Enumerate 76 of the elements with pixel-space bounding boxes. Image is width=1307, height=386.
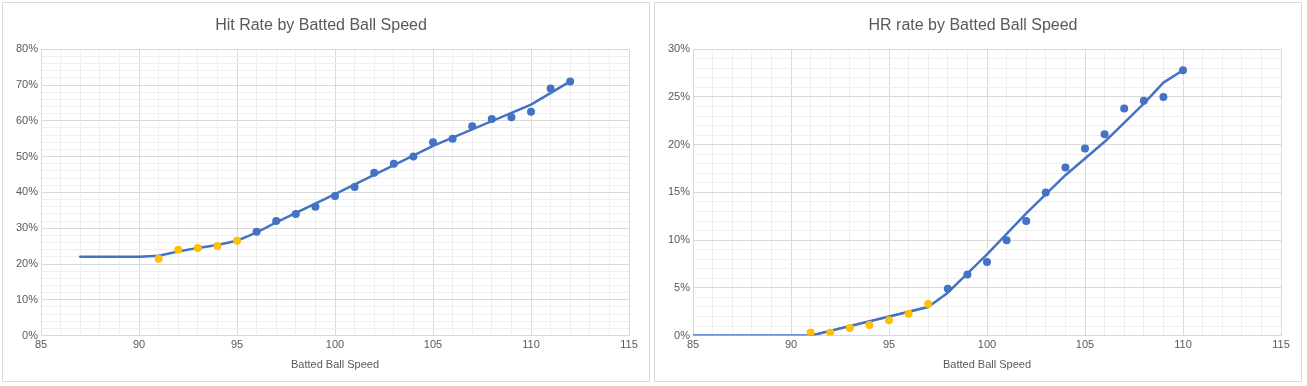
chart-title: Hit Rate by Batted Ball Speed (215, 16, 427, 34)
x-axis-title: Batted Ball Speed (942, 358, 1032, 371)
point (983, 258, 992, 267)
point (1061, 163, 1070, 172)
point (507, 113, 516, 122)
point (963, 270, 972, 279)
point (409, 152, 418, 161)
point (806, 328, 815, 336)
point (865, 321, 874, 330)
x-tick-label: 115 (1272, 338, 1290, 351)
y-tick-label: 5% (674, 280, 691, 293)
point (826, 328, 835, 336)
point (904, 309, 913, 318)
point (193, 243, 202, 252)
point (272, 217, 281, 226)
point (252, 227, 261, 236)
point (1041, 188, 1050, 197)
point (291, 209, 300, 218)
point (429, 138, 438, 147)
point (213, 242, 222, 251)
point (389, 159, 398, 168)
y-tick-label: 70% (15, 78, 39, 91)
y-tick-label: 0% (22, 328, 39, 341)
x-tick-label: 95 (230, 338, 244, 351)
point (154, 254, 163, 263)
point (1179, 66, 1187, 75)
y-tick-label: 10% (15, 292, 39, 305)
x-tick-label: 85 (686, 338, 700, 351)
x-tick-label: 115 (620, 338, 638, 351)
point (527, 107, 535, 116)
x-tick-label: 90 (132, 338, 146, 351)
y-tick-label: 20% (667, 137, 691, 150)
point (448, 134, 457, 143)
x-tick-label: 105 (423, 338, 443, 351)
chart-title: HR rate by Batted Ball Speed (868, 16, 1078, 34)
x-tick-label: 100 (977, 338, 997, 351)
y-tick-label: 40% (15, 185, 39, 198)
point (350, 183, 359, 192)
x-tick-label: 95 (882, 338, 896, 351)
point (943, 284, 952, 293)
point (1159, 92, 1168, 101)
x-tick-label: 85 (34, 338, 48, 351)
x-tick-label: 105 (1075, 338, 1095, 351)
y-tick-label: 20% (15, 257, 39, 270)
point (845, 323, 854, 332)
point (311, 202, 320, 211)
y-tick-label: 50% (15, 149, 39, 162)
y-tick-label: 80% (15, 42, 39, 55)
point (546, 84, 555, 93)
point (1100, 130, 1109, 139)
point (924, 300, 933, 309)
point (174, 245, 183, 254)
y-tick-label: 60% (15, 113, 39, 126)
x-tick-label: 90 (784, 338, 798, 351)
point (885, 316, 894, 325)
y-tick-label: 30% (667, 42, 691, 55)
point (1002, 236, 1011, 245)
point (1120, 104, 1129, 113)
x-axis-title: Batted Ball Speed (290, 358, 380, 371)
y-tick-label: 15% (667, 185, 691, 198)
point (1022, 217, 1031, 226)
point (370, 168, 379, 177)
point (468, 122, 477, 131)
point (487, 115, 496, 124)
y-tick-label: 30% (15, 221, 39, 234)
point (1081, 144, 1090, 153)
y-tick-label: 10% (667, 233, 691, 246)
y-tick-label: 25% (667, 89, 691, 102)
y-tick-label: 0% (674, 328, 691, 341)
point (331, 191, 340, 200)
x-tick-label: 110 (522, 338, 540, 351)
point (233, 236, 242, 245)
x-tick-label: 100 (325, 338, 345, 351)
x-tick-label: 110 (1174, 338, 1192, 351)
point (566, 77, 575, 86)
point (1139, 96, 1148, 105)
